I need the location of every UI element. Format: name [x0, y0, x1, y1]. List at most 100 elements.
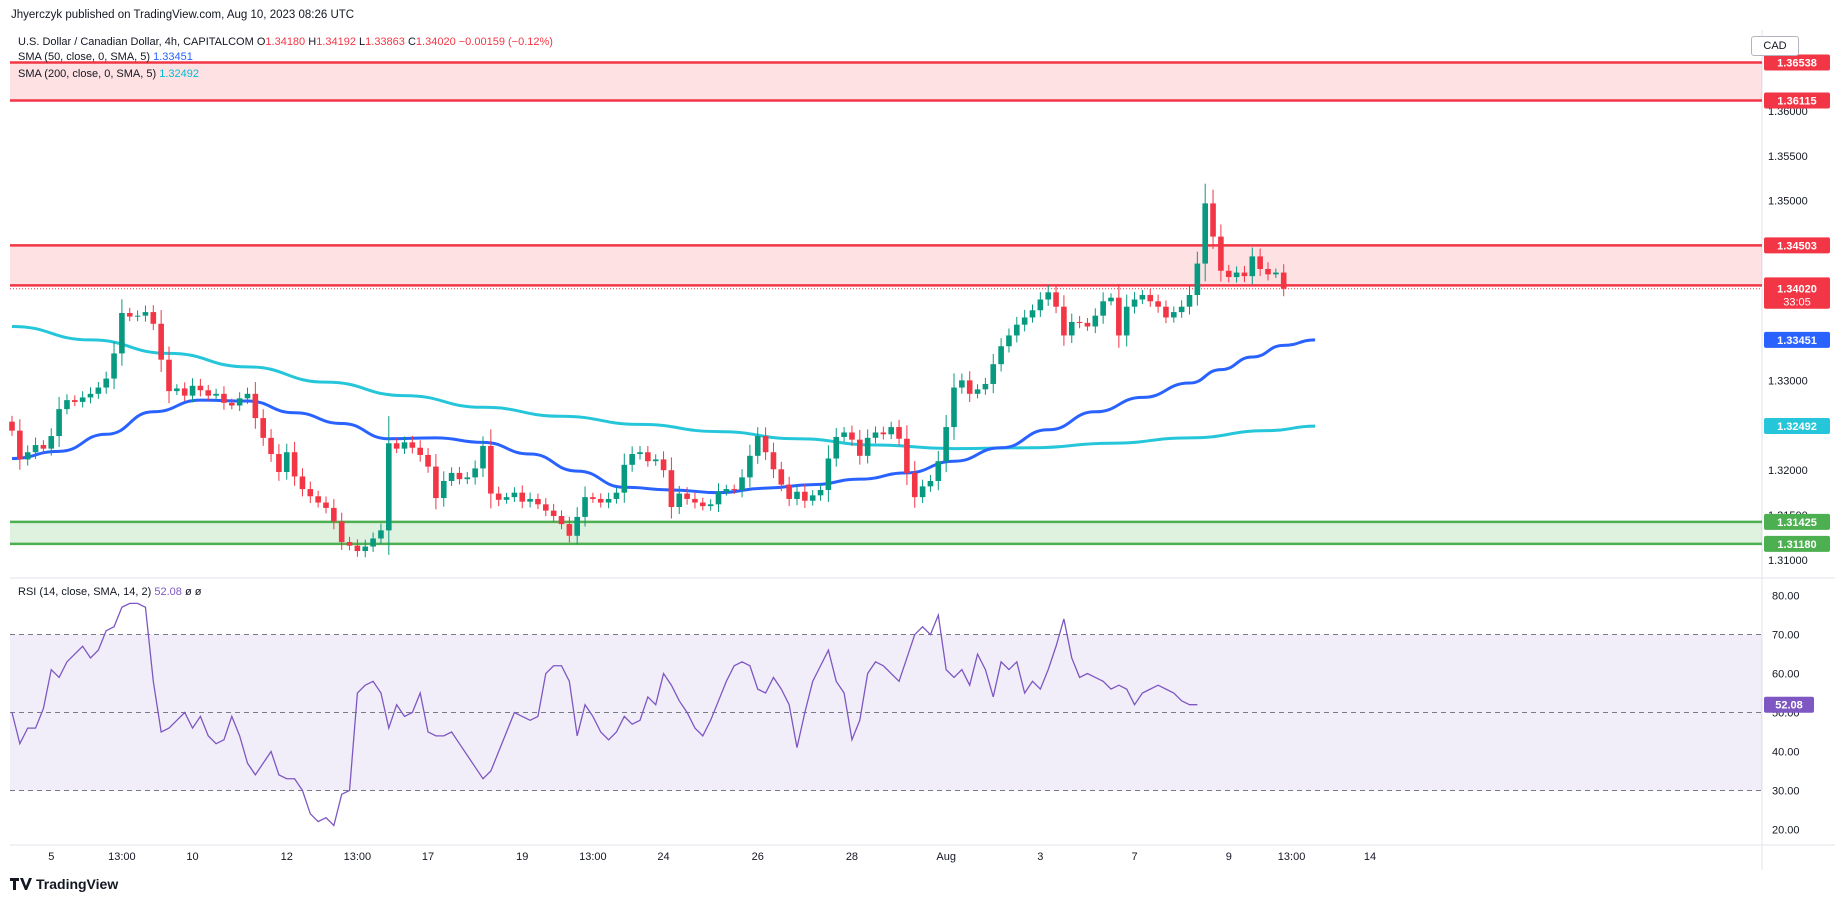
candle-body — [401, 442, 408, 449]
candle-body — [535, 498, 541, 505]
candle-body — [1037, 299, 1044, 311]
candle-body — [911, 472, 918, 498]
price-tick-label: 1.33000 — [1768, 375, 1808, 387]
time-tick-label: 28 — [846, 851, 858, 863]
candle-body — [276, 454, 282, 472]
time-tick-label: Aug — [936, 851, 956, 863]
candle-body — [605, 498, 612, 503]
candle-body — [739, 477, 745, 490]
candle-body — [990, 364, 997, 384]
candle-body — [1163, 306, 1169, 318]
price-label-text: 1.34503 — [1777, 240, 1817, 252]
time-tick-label: 5 — [48, 851, 54, 863]
candle-body — [645, 452, 651, 462]
price-label-box — [1764, 513, 1830, 530]
candle-body — [1092, 315, 1099, 327]
candle-body — [150, 312, 157, 324]
candle-body — [543, 504, 549, 511]
high-value: 1.34192 — [316, 36, 356, 48]
candle-body — [456, 472, 463, 480]
time-tick-label: 9 — [1226, 851, 1232, 863]
time-tick-label: 3 — [1037, 851, 1043, 863]
candle-body — [1178, 306, 1185, 313]
candle-body — [998, 346, 1004, 365]
candle-body — [1053, 292, 1059, 307]
candle-body — [802, 491, 808, 501]
candle-body — [283, 452, 290, 472]
candle-body — [472, 468, 478, 478]
candle-body — [24, 452, 31, 460]
tradingview-logo[interactable]: TradingView — [10, 876, 118, 892]
rsi-extra: ø ø — [184, 586, 202, 598]
last-price-text: 1.34020 — [1777, 284, 1817, 296]
sma200-legend[interactable]: SMA (200, close, 0, SMA, 5) 1.32492 — [18, 68, 199, 80]
low-label: L — [359, 36, 366, 48]
candle-body — [809, 495, 816, 501]
time-tick-label: 13:00 — [344, 851, 372, 863]
price-label-box — [1764, 535, 1830, 552]
candle-body — [1218, 236, 1224, 271]
currency-button[interactable]: CAD — [1751, 36, 1799, 56]
candle-body — [1061, 306, 1067, 336]
candle-body — [205, 390, 212, 396]
candle-body — [872, 432, 879, 438]
rsi-line — [11, 602, 1198, 827]
candle-body — [166, 359, 172, 392]
sma50-legend[interactable]: SMA (50, close, 0, SMA, 5) 1.33451 — [18, 51, 193, 63]
candle-body — [448, 472, 455, 481]
publisher-line: Jhyerczyk published on TradingView.com, … — [11, 9, 355, 21]
candle-body — [1280, 272, 1287, 289]
candle-body — [558, 516, 565, 525]
candle-body — [386, 443, 392, 531]
candle-body — [87, 393, 94, 398]
tradingview-logo-icon — [10, 878, 32, 890]
time-tick-label: 14 — [1364, 851, 1376, 863]
candle-body — [966, 380, 973, 394]
candle-body — [1194, 263, 1201, 296]
candle-body — [519, 492, 526, 502]
candle-body — [393, 443, 400, 449]
candle-body — [291, 452, 298, 477]
candle-body — [1045, 292, 1051, 300]
candle-body — [495, 493, 502, 500]
candle-body — [1084, 322, 1091, 327]
candle-body — [652, 459, 659, 462]
candle-body — [440, 480, 447, 499]
candle-body — [880, 432, 887, 435]
change-value: −0.00159 (−0.12%) — [458, 36, 553, 48]
price-tick-label: 1.32000 — [1768, 465, 1808, 477]
candle-body — [668, 470, 675, 508]
rsi-tick-label: 60.00 — [1772, 669, 1800, 681]
time-tick-label: 13:00 — [579, 851, 607, 863]
candle-body — [64, 400, 70, 410]
price-label-text: 1.32492 — [1777, 421, 1817, 433]
candle-body — [268, 437, 274, 455]
candle-body — [56, 409, 62, 437]
candle-body — [174, 388, 180, 392]
candle-body — [621, 464, 628, 493]
candle-body — [778, 469, 785, 485]
candle-body — [692, 498, 698, 503]
time-tick-label: 26 — [752, 851, 764, 863]
resistance-zone — [10, 245, 1762, 286]
candle-body — [1225, 270, 1232, 278]
candles — [9, 183, 1287, 558]
candle-body — [32, 445, 39, 453]
candle-body — [1108, 297, 1114, 302]
candle-body — [754, 436, 761, 456]
candle-body — [72, 400, 78, 402]
rsi-legend[interactable]: RSI (14, close, SMA, 14, 2) 52.08 ø ø — [18, 586, 201, 598]
candle-body — [833, 436, 840, 459]
candle-body — [323, 502, 329, 508]
candle-body — [503, 497, 510, 500]
candle-body — [1068, 321, 1075, 336]
rsi-tick-label: 70.00 — [1772, 630, 1800, 642]
high-label: H — [308, 36, 317, 48]
candle-body — [825, 458, 832, 490]
sma200-line — [11, 324, 1316, 451]
candle-body — [488, 445, 494, 494]
candle-body — [362, 546, 369, 552]
candle-body — [370, 538, 376, 547]
